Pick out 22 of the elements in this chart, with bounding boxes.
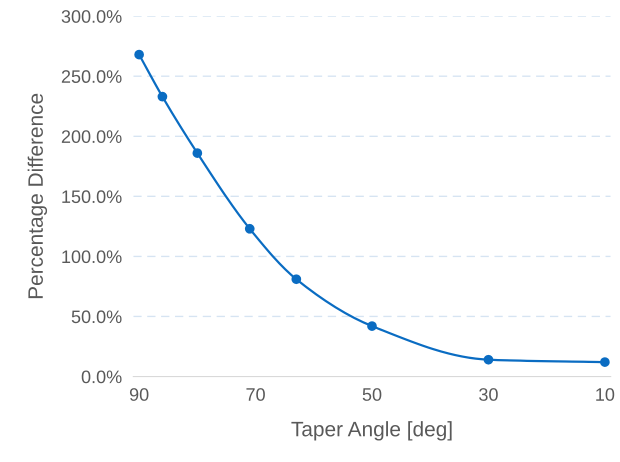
- point: [244, 224, 255, 234]
- point: [192, 148, 202, 158]
- y-tick-label: 0.0%: [82, 370, 122, 384]
- point: [291, 274, 302, 284]
- point: [484, 354, 494, 365]
- y-tick-label: 200.0%: [62, 130, 122, 144]
- y-tick-label: 150.0%: [62, 190, 122, 204]
- point: [134, 50, 144, 60]
- point: [367, 321, 377, 331]
- x-tick-label: 10: [596, 388, 614, 401]
- y-axis-title: Percentage Difference: [28, 94, 48, 298]
- x-tick-label: 70: [246, 388, 265, 401]
- x-tick-label: 30: [479, 388, 498, 401]
- y-tick-label: 250.0%: [62, 70, 122, 83]
- y-tick-label: 300.0%: [62, 10, 122, 23]
- point: [600, 357, 610, 367]
- x-axis-title: Taper Angle [deg]: [291, 421, 452, 441]
- point: [158, 92, 168, 102]
- x-tick-label: 90: [130, 388, 148, 401]
- x-tick-label: 50: [362, 388, 382, 401]
- y-tick-label: 100.0%: [62, 250, 122, 264]
- y-tick-label: 50.0%: [72, 310, 122, 324]
